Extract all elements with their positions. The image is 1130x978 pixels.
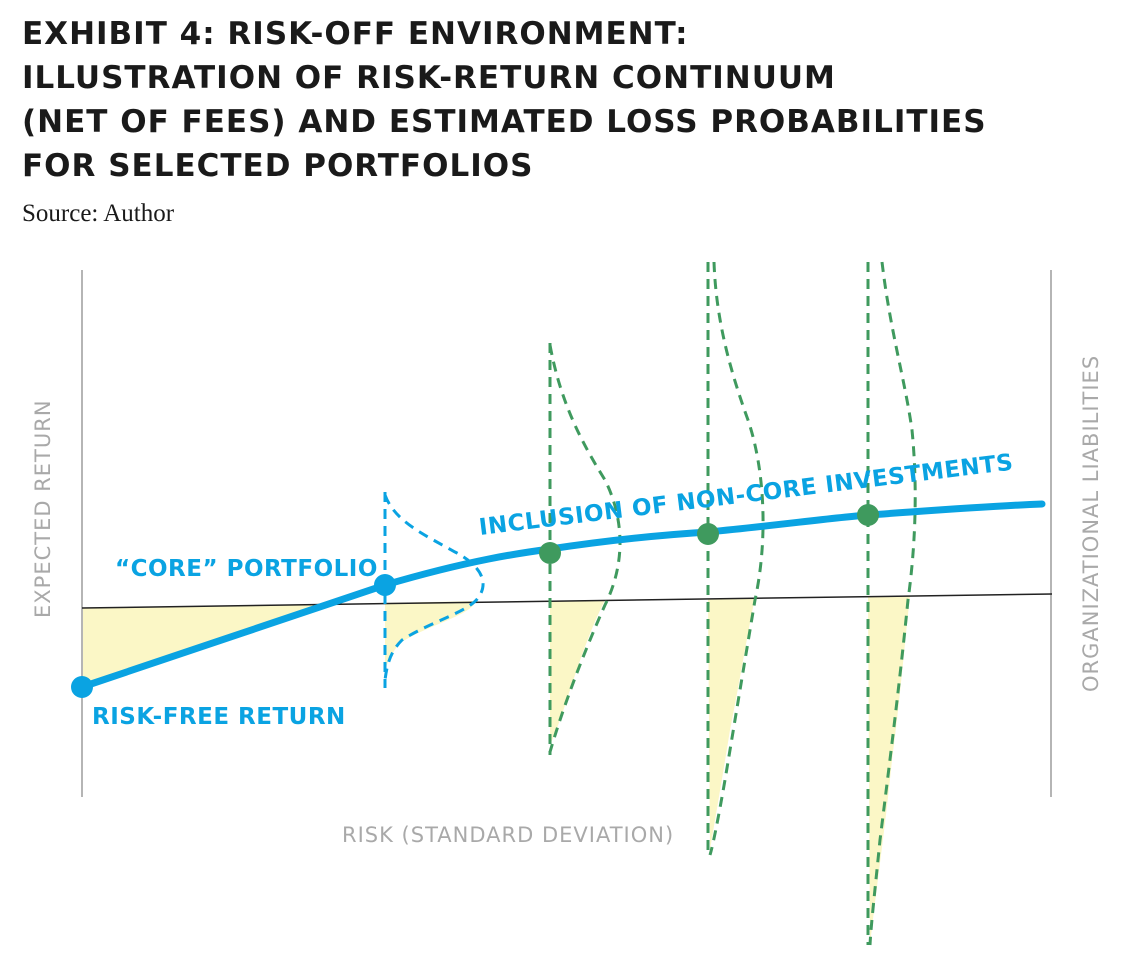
exhibit-title: EXHIBIT 4: RISK-OFF ENVIRONMENT: ILLUSTR… [22,16,987,184]
non-core-distribution-3 [866,261,917,946]
non-core-point-3 [857,504,879,526]
y-axis-label: EXPECTED RETURN [31,399,55,618]
non-core-point-1 [539,542,561,564]
non-core-point-2 [697,523,719,545]
x-axis-label: RISK (STANDARD DEVIATION) [342,823,674,847]
risk-free-label: RISK-FREE RETURN [92,704,346,730]
core-loss-area [385,601,476,670]
core-distribution [383,492,485,688]
liability-line [81,593,1053,609]
source-note: Source: Author [22,200,175,227]
portfolio-2-loss-area [550,600,605,745]
risk-free-point [71,676,93,698]
non-core-distribution-2 [706,261,765,856]
core-portfolio-label: “CORE” PORTFOLIO [115,556,378,582]
right-axis-label: ORGANIZATIONAL LIABILITIES [1079,355,1103,692]
core-portfolio-point [374,574,396,596]
portfolio-3-loss-area [708,598,755,850]
